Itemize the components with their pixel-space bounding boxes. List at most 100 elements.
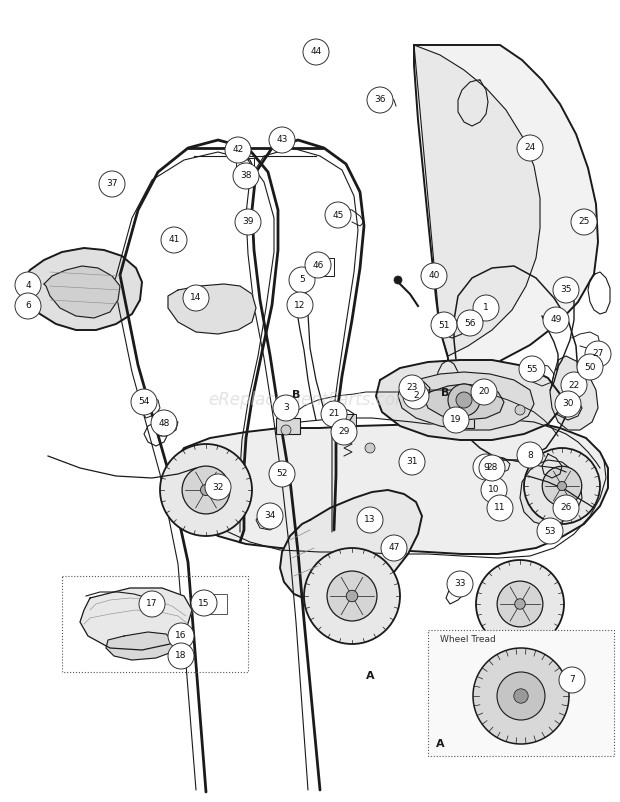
Text: 22: 22 [569,380,580,390]
Circle shape [257,503,283,529]
Bar [450,412,474,428]
Circle shape [451,417,461,427]
Bar [340,414,356,428]
Circle shape [462,318,470,326]
Circle shape [399,449,425,475]
Text: 38: 38 [241,172,252,180]
Polygon shape [170,420,608,554]
Text: 8: 8 [527,451,533,460]
Text: 3: 3 [283,403,289,412]
Circle shape [200,484,211,496]
Text: B: B [292,390,300,400]
Circle shape [446,324,454,332]
Circle shape [457,310,483,336]
Bar [236,158,254,178]
Circle shape [168,643,194,669]
Circle shape [491,487,497,493]
Circle shape [273,395,299,421]
Text: 4: 4 [25,281,31,290]
Circle shape [456,392,472,408]
Circle shape [543,307,569,333]
Text: 35: 35 [560,286,572,294]
Circle shape [553,495,579,521]
Circle shape [182,466,230,514]
Circle shape [545,525,555,535]
Circle shape [571,209,597,235]
Text: A: A [436,739,445,749]
Circle shape [431,312,457,338]
Circle shape [448,384,480,416]
Text: 21: 21 [329,410,340,419]
Polygon shape [424,384,504,420]
Text: 9: 9 [483,463,489,472]
Text: 25: 25 [578,217,590,226]
Circle shape [497,505,503,511]
Text: 47: 47 [388,544,400,553]
Text: 13: 13 [365,516,376,525]
Text: 33: 33 [454,580,466,589]
Circle shape [106,176,114,184]
Text: 2: 2 [413,391,419,400]
Circle shape [99,171,125,197]
Circle shape [372,94,380,102]
Text: 11: 11 [494,504,506,512]
Text: 56: 56 [464,318,476,327]
Text: 36: 36 [374,95,386,104]
Text: 30: 30 [562,399,574,408]
Circle shape [331,419,357,445]
Circle shape [555,391,581,417]
Circle shape [304,548,400,644]
Circle shape [269,461,295,487]
Circle shape [139,591,165,617]
Circle shape [308,44,320,56]
Text: 1: 1 [483,303,489,313]
Polygon shape [22,248,142,330]
Text: 42: 42 [232,145,244,155]
Circle shape [403,383,429,409]
Circle shape [479,455,505,481]
Circle shape [514,689,528,703]
Circle shape [15,293,41,319]
Circle shape [515,599,525,610]
Circle shape [481,477,507,503]
Text: 41: 41 [168,236,180,245]
Text: 48: 48 [158,419,170,427]
Circle shape [151,410,177,436]
Circle shape [487,495,513,521]
Circle shape [160,444,252,536]
Circle shape [524,448,600,524]
Circle shape [145,401,155,411]
Circle shape [473,648,569,744]
Text: A: A [366,671,374,681]
Circle shape [517,135,543,161]
Text: 16: 16 [175,631,187,641]
Circle shape [517,442,543,468]
Text: 46: 46 [312,261,324,269]
Circle shape [497,581,543,627]
Circle shape [561,372,587,398]
Circle shape [497,672,545,720]
Circle shape [289,267,315,293]
Text: 40: 40 [428,272,440,281]
Circle shape [15,272,41,298]
Text: 26: 26 [560,504,572,512]
Circle shape [559,667,585,693]
Polygon shape [428,630,614,756]
Polygon shape [414,45,598,375]
Text: B: B [441,388,449,398]
Circle shape [191,590,217,616]
Circle shape [327,571,377,621]
Circle shape [161,227,187,253]
Text: 29: 29 [339,427,350,436]
Circle shape [394,276,402,284]
Circle shape [325,202,351,228]
Text: 44: 44 [311,47,322,56]
Circle shape [476,560,564,648]
Circle shape [357,507,383,533]
Text: 51: 51 [438,321,450,330]
Circle shape [303,39,329,65]
FancyBboxPatch shape [197,594,227,614]
Circle shape [225,137,251,163]
Text: 5: 5 [299,276,305,285]
Circle shape [346,590,358,602]
